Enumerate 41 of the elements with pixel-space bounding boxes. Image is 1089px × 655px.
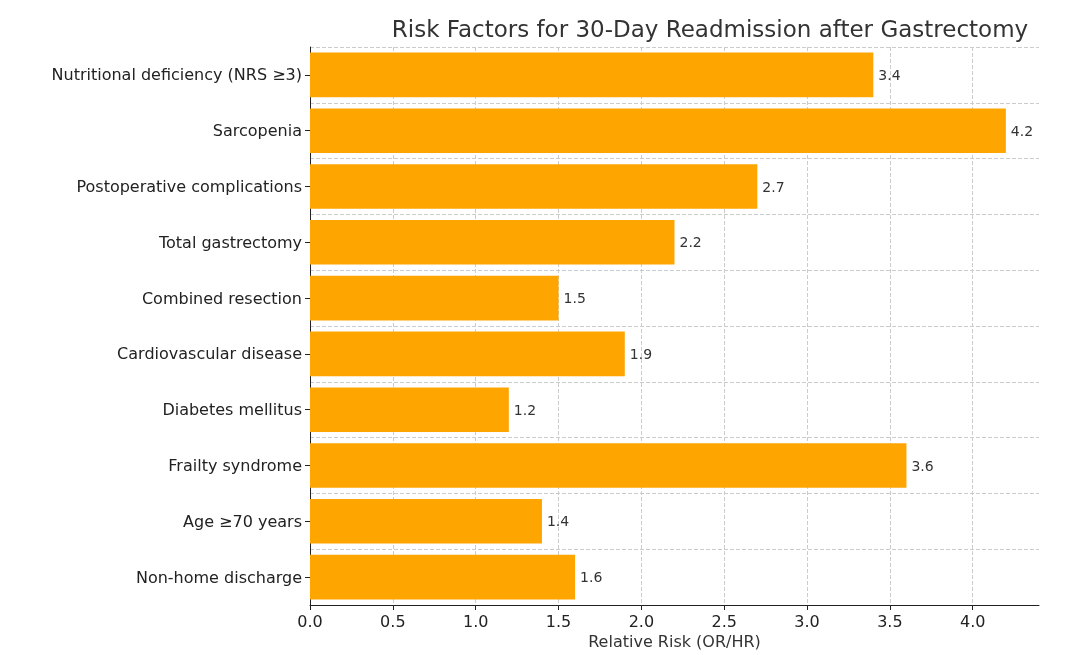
x-tick-label: 3.0 bbox=[794, 611, 820, 631]
y-tick-label: Age ≥70 years bbox=[183, 511, 302, 531]
data-label: 1.4 bbox=[546, 513, 570, 530]
data-label: 1.9 bbox=[629, 345, 653, 362]
bar bbox=[310, 275, 559, 321]
x-tick-label: 2.5 bbox=[711, 611, 737, 631]
y-tick-label: Postoperative complications bbox=[76, 177, 302, 196]
bar bbox=[310, 554, 576, 600]
y-tick-label: Diabetes mellitus bbox=[162, 400, 302, 420]
bar bbox=[310, 219, 675, 265]
bar bbox=[310, 331, 625, 377]
y-tick-label: Combined resection bbox=[141, 288, 302, 308]
x-tick-label: 0.0 bbox=[297, 611, 323, 631]
x-tick-label: 3.5 bbox=[877, 611, 903, 631]
bar bbox=[310, 108, 1006, 154]
bar bbox=[310, 443, 907, 488]
x-axis-title: Relative Risk (OR/HR) bbox=[588, 632, 761, 652]
bar bbox=[310, 387, 509, 433]
y-tick-label: Nutritional deficiency (NRS ≥3) bbox=[51, 65, 302, 85]
bar bbox=[310, 498, 542, 544]
x-tick-label: 0.5 bbox=[380, 611, 406, 631]
data-label: 2.2 bbox=[679, 234, 702, 251]
data-label: 3.6 bbox=[911, 457, 934, 474]
y-tick-label: Frailty syndrome bbox=[168, 456, 302, 475]
x-tick-label: 1.0 bbox=[462, 611, 489, 631]
data-label: 1.6 bbox=[580, 569, 603, 586]
y-tick-label: Sarcopenia bbox=[212, 121, 302, 141]
data-label: 4.2 bbox=[1010, 122, 1034, 139]
data-label: 2.7 bbox=[762, 178, 785, 195]
chart-title: Risk Factors for 30-Day Readmission after Gastrectomy bbox=[391, 15, 1029, 42]
x-tick-label: 2.0 bbox=[628, 611, 655, 631]
data-label: 1.2 bbox=[513, 401, 537, 418]
bar bbox=[310, 164, 758, 209]
x-tick-label: 4.0 bbox=[960, 611, 986, 631]
y-tick-label: Non-home discharge bbox=[135, 567, 302, 587]
x-tick-label: 1.5 bbox=[545, 611, 572, 631]
data-label: 1.5 bbox=[563, 290, 586, 307]
data-label: 3.4 bbox=[878, 66, 901, 83]
y-tick-label: Total gastrectomy bbox=[157, 232, 302, 252]
y-tick-label: Cardiovascular disease bbox=[117, 344, 302, 364]
bar bbox=[310, 52, 874, 98]
